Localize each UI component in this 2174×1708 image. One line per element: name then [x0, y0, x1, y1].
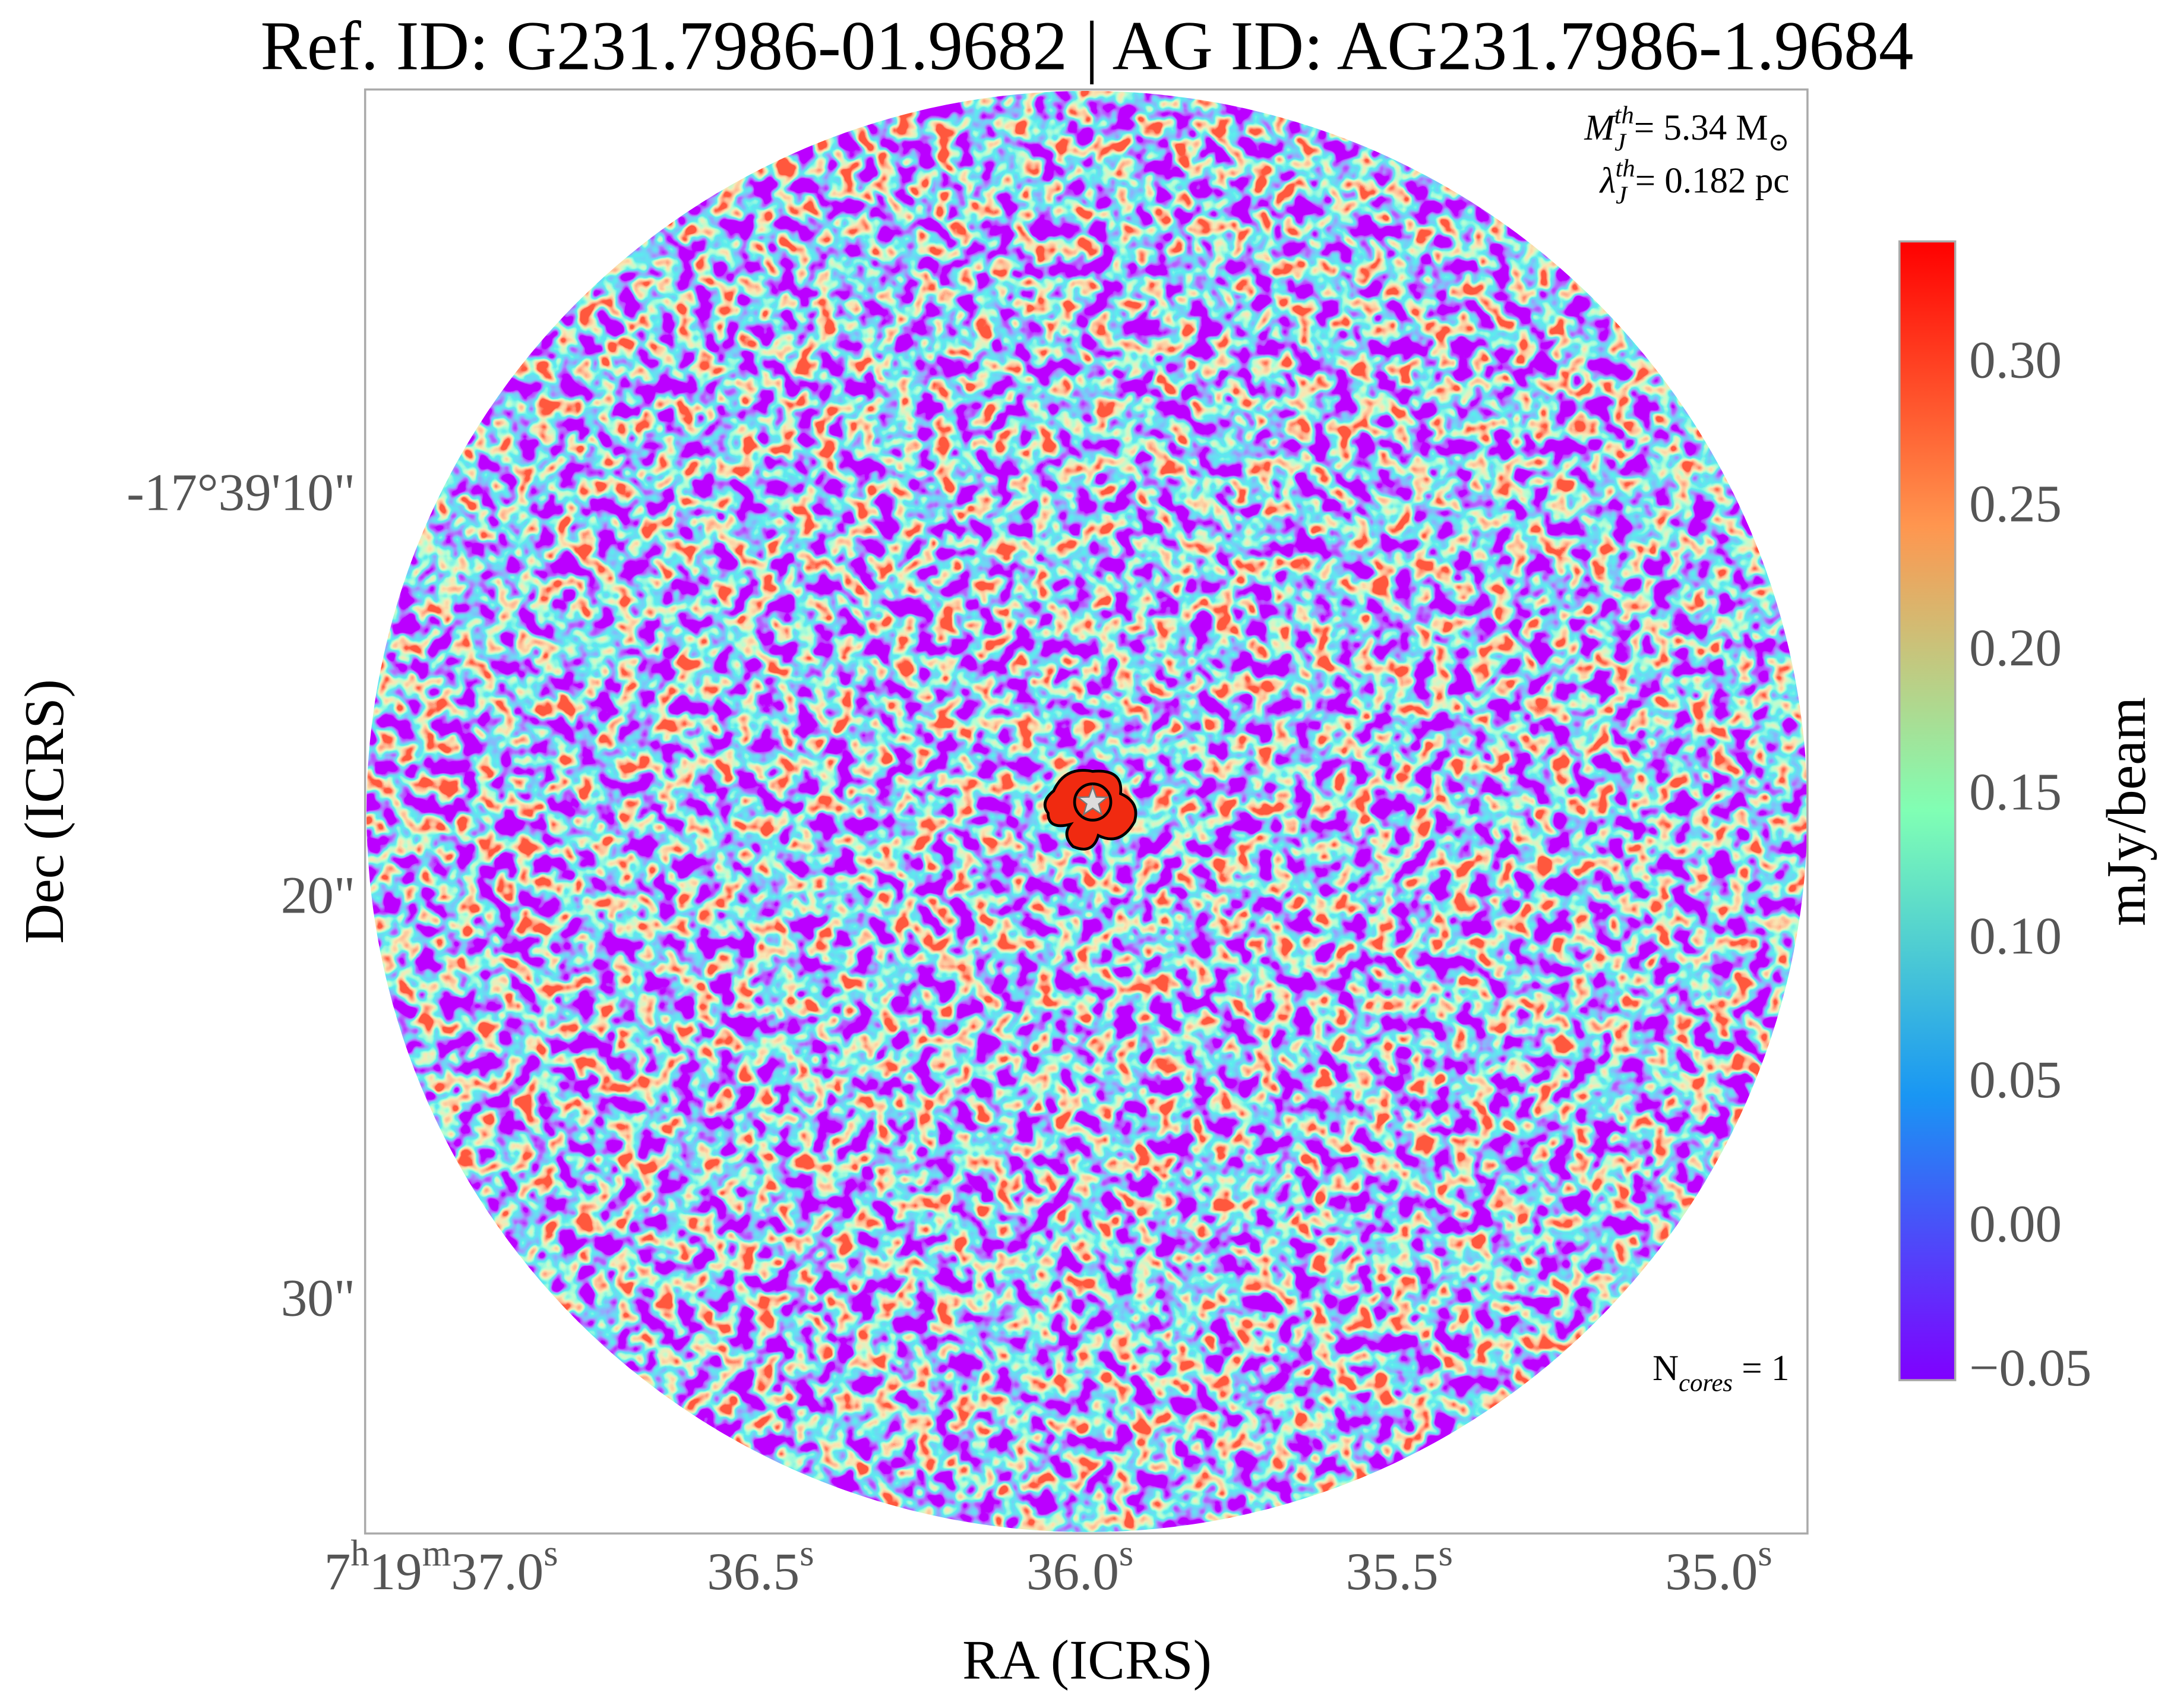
- colorbar-tick-label: 0.20: [1969, 619, 2062, 677]
- colorbar-tick-label: −0.05: [1969, 1339, 2091, 1397]
- text-part: h: [350, 1533, 369, 1574]
- text-part: M: [1584, 108, 1616, 148]
- text-part: 35.0: [1665, 1543, 1758, 1601]
- text-part: 36.5: [707, 1543, 800, 1601]
- x-tick-label: 36.0s: [1026, 1533, 1133, 1601]
- annotation: Ncores = 1: [1652, 1349, 1789, 1397]
- x-tick-label: 35.5s: [1346, 1533, 1453, 1601]
- x-tick-label: 35.0s: [1665, 1533, 1772, 1601]
- annotation: MJth= 5.34 M⊙: [1584, 102, 1789, 157]
- colorbar-tick-label: 0.15: [1969, 763, 2062, 821]
- text-part: s: [1119, 1533, 1133, 1574]
- x-axis-label: RA (ICRS): [962, 1630, 1212, 1691]
- annotation: λJth= 0.182 pc: [1599, 154, 1790, 210]
- text-part: = 1: [1733, 1349, 1789, 1388]
- text-part: = 5.34 M: [1634, 108, 1768, 148]
- y-tick-label: 20": [281, 867, 356, 925]
- y-axis-label: Dec (ICRS): [14, 679, 75, 944]
- chart-title: Ref. ID: G231.7986-01.9682 | AG ID: AG23…: [260, 8, 1913, 85]
- x-tick-label: 36.5s: [707, 1533, 814, 1601]
- frame: [364, 88, 1809, 1535]
- text-part: λ: [1599, 161, 1616, 201]
- colorbar-tick-label: 0.10: [1969, 907, 2062, 965]
- text-part: s: [1439, 1533, 1453, 1574]
- text-part: 37.0: [451, 1543, 544, 1601]
- text-part: s: [544, 1533, 558, 1574]
- colorbar-label: mJy/beam: [2096, 697, 2157, 926]
- x-tick-label: 7h19m37.0s: [324, 1533, 558, 1601]
- text-part: th: [1614, 102, 1634, 130]
- text-part: th: [1616, 154, 1635, 182]
- text-part: J: [1616, 182, 1628, 210]
- colorbar-tick-label: 0.25: [1969, 475, 2062, 533]
- text-part: m: [422, 1533, 451, 1574]
- y-tick-label: 30": [281, 1270, 356, 1328]
- text-part: 7: [324, 1543, 351, 1601]
- text-part: 19: [369, 1543, 422, 1601]
- colorbar-tick-label: 0.00: [1969, 1195, 2062, 1254]
- core-marker: [1076, 784, 1110, 816]
- colorbar: [1898, 240, 1957, 1381]
- text-part: N: [1652, 1349, 1679, 1388]
- text-part: ⊙: [1768, 128, 1790, 156]
- text-part: J: [1614, 128, 1627, 156]
- colorbar-tick-label: 0.05: [1969, 1051, 2062, 1109]
- text-part: = 0.182 pc: [1635, 161, 1790, 201]
- text-part: s: [1758, 1533, 1772, 1574]
- y-tick-label: -17°39'10": [127, 464, 355, 522]
- text-part: 36.0: [1026, 1543, 1119, 1601]
- text-part: 35.5: [1346, 1543, 1439, 1601]
- colorbar-tick-label: 0.30: [1969, 331, 2062, 389]
- text-part: s: [800, 1533, 814, 1574]
- text-part: cores: [1679, 1369, 1733, 1397]
